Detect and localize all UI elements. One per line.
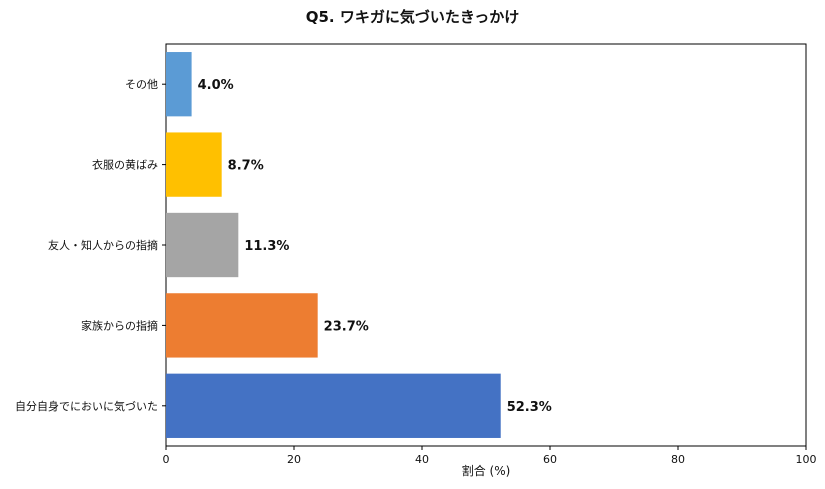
- category-label-4: 自分自身でにおいに気づいた: [15, 399, 158, 413]
- x-tick-label-3: 60: [543, 453, 557, 466]
- data-label-4: 52.3%: [507, 400, 552, 415]
- data-label-1: 8.7%: [228, 159, 264, 174]
- x-tick-label-1: 20: [287, 453, 301, 466]
- x-tick-label-0: 0: [163, 453, 170, 466]
- category-label-0: その他: [125, 78, 158, 91]
- x-tick-label-4: 80: [671, 453, 685, 466]
- bar-2: [166, 212, 239, 278]
- category-label-3: 家族からの指摘: [81, 318, 158, 332]
- x-tick-label-2: 40: [415, 453, 429, 466]
- data-label-2: 11.3%: [244, 239, 289, 254]
- chart-title: Q5. ワキガに気づいたきっかけ: [305, 8, 520, 26]
- bar-1: [166, 132, 222, 197]
- bar-4: [166, 373, 501, 438]
- category-label-2: 友人・知人からの指摘: [48, 238, 158, 252]
- x-tick-label-5: 100: [796, 453, 817, 466]
- data-label-0: 4.0%: [198, 78, 234, 93]
- bar-0: [166, 52, 192, 117]
- bar-3: [166, 293, 318, 358]
- data-label-3: 23.7%: [324, 319, 369, 334]
- category-label-1: 衣服の黄ばみ: [92, 158, 158, 172]
- x-axis-title: 割合 (%): [462, 463, 511, 478]
